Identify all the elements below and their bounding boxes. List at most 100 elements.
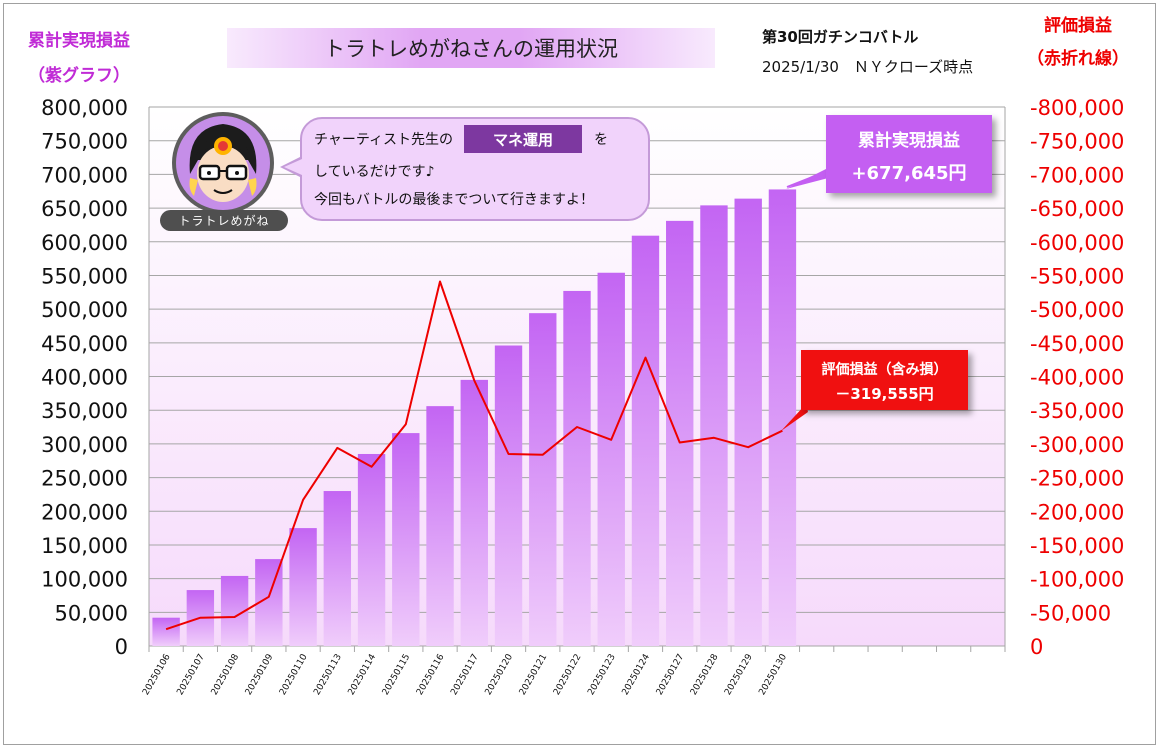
x-tick-label: 20250117 bbox=[449, 653, 481, 698]
y-tick-label-left: 0 bbox=[115, 635, 128, 659]
y-tick-label-right: -700,000 bbox=[1030, 163, 1124, 187]
x-tick-label: 20250122 bbox=[552, 653, 584, 698]
cumulative-callout-tail bbox=[786, 166, 836, 189]
bar-cumulative bbox=[529, 313, 557, 646]
avatar-illustration bbox=[189, 124, 257, 202]
y-tick-label-left: 50,000 bbox=[55, 601, 128, 625]
battle-date: 2025/1/30 ＮＹクローズ時点 bbox=[762, 58, 974, 76]
bubble-line1-end: を bbox=[594, 132, 608, 148]
bubble-line1: チャーティスト先生の bbox=[314, 132, 454, 148]
x-tick-label: 20250116 bbox=[415, 652, 447, 697]
y-tick-label-left: 550,000 bbox=[41, 264, 128, 288]
y-tick-label-right: -600,000 bbox=[1030, 231, 1124, 255]
avatar-name-plate: トラトレめがね bbox=[160, 210, 288, 231]
y-tick-label-right: -350,000 bbox=[1030, 399, 1124, 423]
y-tick-label-right: -300,000 bbox=[1030, 433, 1124, 457]
chart-title: トラトレめがねさんの運用状況 bbox=[227, 28, 715, 68]
bar-cumulative bbox=[666, 220, 694, 646]
y-tick-label-right: -500,000 bbox=[1030, 298, 1124, 322]
x-tick-label: 20250128 bbox=[689, 652, 721, 697]
battle-name: 第30回ガチンコバトル bbox=[762, 28, 919, 46]
y-tick-label-right: -400,000 bbox=[1030, 366, 1124, 390]
y-tick-label-left: 800,000 bbox=[41, 96, 128, 120]
bar-cumulative bbox=[494, 345, 523, 646]
x-tick-label: 20250110 bbox=[278, 652, 310, 697]
bar-cumulative bbox=[597, 272, 625, 646]
chart-title-text: トラトレめがねさんの運用状況 bbox=[324, 37, 618, 61]
x-tick-label: 20250113 bbox=[312, 653, 344, 698]
y-tick-label-left: 200,000 bbox=[41, 500, 128, 524]
y-tick-label-right: -100,000 bbox=[1030, 568, 1124, 592]
x-tick-label: 20250129 bbox=[723, 652, 755, 697]
y-tick-label-right: -50,000 bbox=[1030, 601, 1111, 625]
bar-cumulative bbox=[563, 290, 591, 646]
y-tick-label-right: -800,000 bbox=[1030, 96, 1124, 120]
x-tick-label: 20250124 bbox=[621, 652, 653, 697]
right-axis-title-line1: 評価損益 bbox=[1044, 16, 1112, 36]
eval-callout-tail bbox=[781, 404, 808, 431]
bar-cumulative bbox=[734, 198, 762, 646]
bar-cumulative bbox=[768, 189, 797, 646]
x-tick-label: 20250108 bbox=[210, 652, 242, 697]
bar-cumulative bbox=[323, 491, 352, 646]
avatar-face bbox=[176, 116, 270, 210]
y-tick-label-right: -550,000 bbox=[1030, 264, 1124, 288]
speech-bubble-tail-inner bbox=[284, 159, 302, 175]
bubble-line3: 今回もバトルの最後までついて行きますよ！ bbox=[314, 192, 594, 208]
y-tick-label-right: -650,000 bbox=[1030, 197, 1124, 221]
cumulative-label: 累計実現損益 bbox=[858, 131, 960, 151]
avatar bbox=[172, 112, 274, 214]
y-tick-label-right: -750,000 bbox=[1030, 130, 1124, 154]
left-axis-title-line2: （紫グラフ） bbox=[28, 66, 130, 86]
y-tick-label-right: 0 bbox=[1030, 635, 1043, 659]
left-axis-title: 累計実現損益 （紫グラフ） bbox=[14, 24, 144, 94]
y-tick-label-left: 650,000 bbox=[41, 197, 128, 221]
mane-unyou-badge: マネ運用 bbox=[464, 125, 582, 153]
series-line-eval bbox=[165, 280, 783, 631]
x-tick-label: 20250121 bbox=[518, 653, 550, 698]
y-tick-label-left: 300,000 bbox=[41, 433, 128, 457]
y-tick-label-left: 400,000 bbox=[41, 366, 128, 390]
x-tick-label: 20250107 bbox=[175, 653, 207, 698]
bubble-line2: しているだけです♪ bbox=[314, 164, 435, 180]
bar-cumulative bbox=[460, 379, 488, 646]
x-tick-label: 20250115 bbox=[381, 653, 413, 698]
right-axis-title: 評価損益 （赤折れ線） bbox=[1018, 10, 1138, 76]
y-tick-label-right: -250,000 bbox=[1030, 467, 1124, 491]
cumulative-callout: 累計実現損益 +677,645円 bbox=[826, 115, 992, 193]
eval-callout: 評価損益（含み損） －319,555円 bbox=[801, 350, 968, 410]
mane-unyou-text: マネ運用 bbox=[492, 130, 553, 149]
eval-value: －319,555円 bbox=[835, 385, 934, 403]
y-tick-label-left: 450,000 bbox=[41, 332, 128, 356]
y-tick-label-right: -150,000 bbox=[1030, 534, 1124, 558]
y-tick-label-right: -450,000 bbox=[1030, 332, 1124, 356]
x-tick-label: 20250106 bbox=[141, 652, 173, 697]
y-tick-label-left: 600,000 bbox=[41, 231, 128, 255]
y-tick-label-left: 150,000 bbox=[41, 534, 128, 558]
y-tick-label-left: 700,000 bbox=[41, 163, 128, 187]
speech-bubble: チャーティスト先生の マネ運用 を しているだけです♪ 今回もバトルの最後までつ… bbox=[300, 117, 650, 221]
x-tick-label: 20250127 bbox=[655, 653, 687, 698]
x-tick-label: 20250114 bbox=[347, 652, 379, 697]
right-axis-title-line2: （赤折れ線） bbox=[1027, 49, 1129, 69]
bar-cumulative bbox=[426, 406, 454, 646]
x-tick-label: 20250130 bbox=[757, 652, 789, 697]
bar-cumulative bbox=[631, 235, 660, 646]
bar-cumulative bbox=[289, 528, 317, 646]
y-tick-label-left: 500,000 bbox=[41, 298, 128, 322]
y-tick-label-left: 250,000 bbox=[41, 467, 128, 491]
eval-label: 評価損益（含み損） bbox=[821, 362, 948, 378]
y-tick-label-left: 350,000 bbox=[41, 399, 128, 423]
x-tick-label: 20250123 bbox=[586, 653, 618, 698]
left-axis-title-line1: 累計実現損益 bbox=[28, 31, 130, 51]
bar-cumulative bbox=[357, 453, 386, 646]
avatar-name: トラトレめがね bbox=[178, 214, 270, 228]
chart-frame bbox=[3, 3, 1156, 745]
x-tick-label: 20250109 bbox=[244, 652, 276, 697]
cumulative-value: +677,645円 bbox=[851, 163, 967, 184]
bar-cumulative bbox=[392, 433, 420, 646]
bar-cumulative bbox=[700, 205, 728, 646]
y-tick-label-right: -200,000 bbox=[1030, 500, 1124, 524]
x-tick-label: 20250120 bbox=[484, 652, 516, 697]
